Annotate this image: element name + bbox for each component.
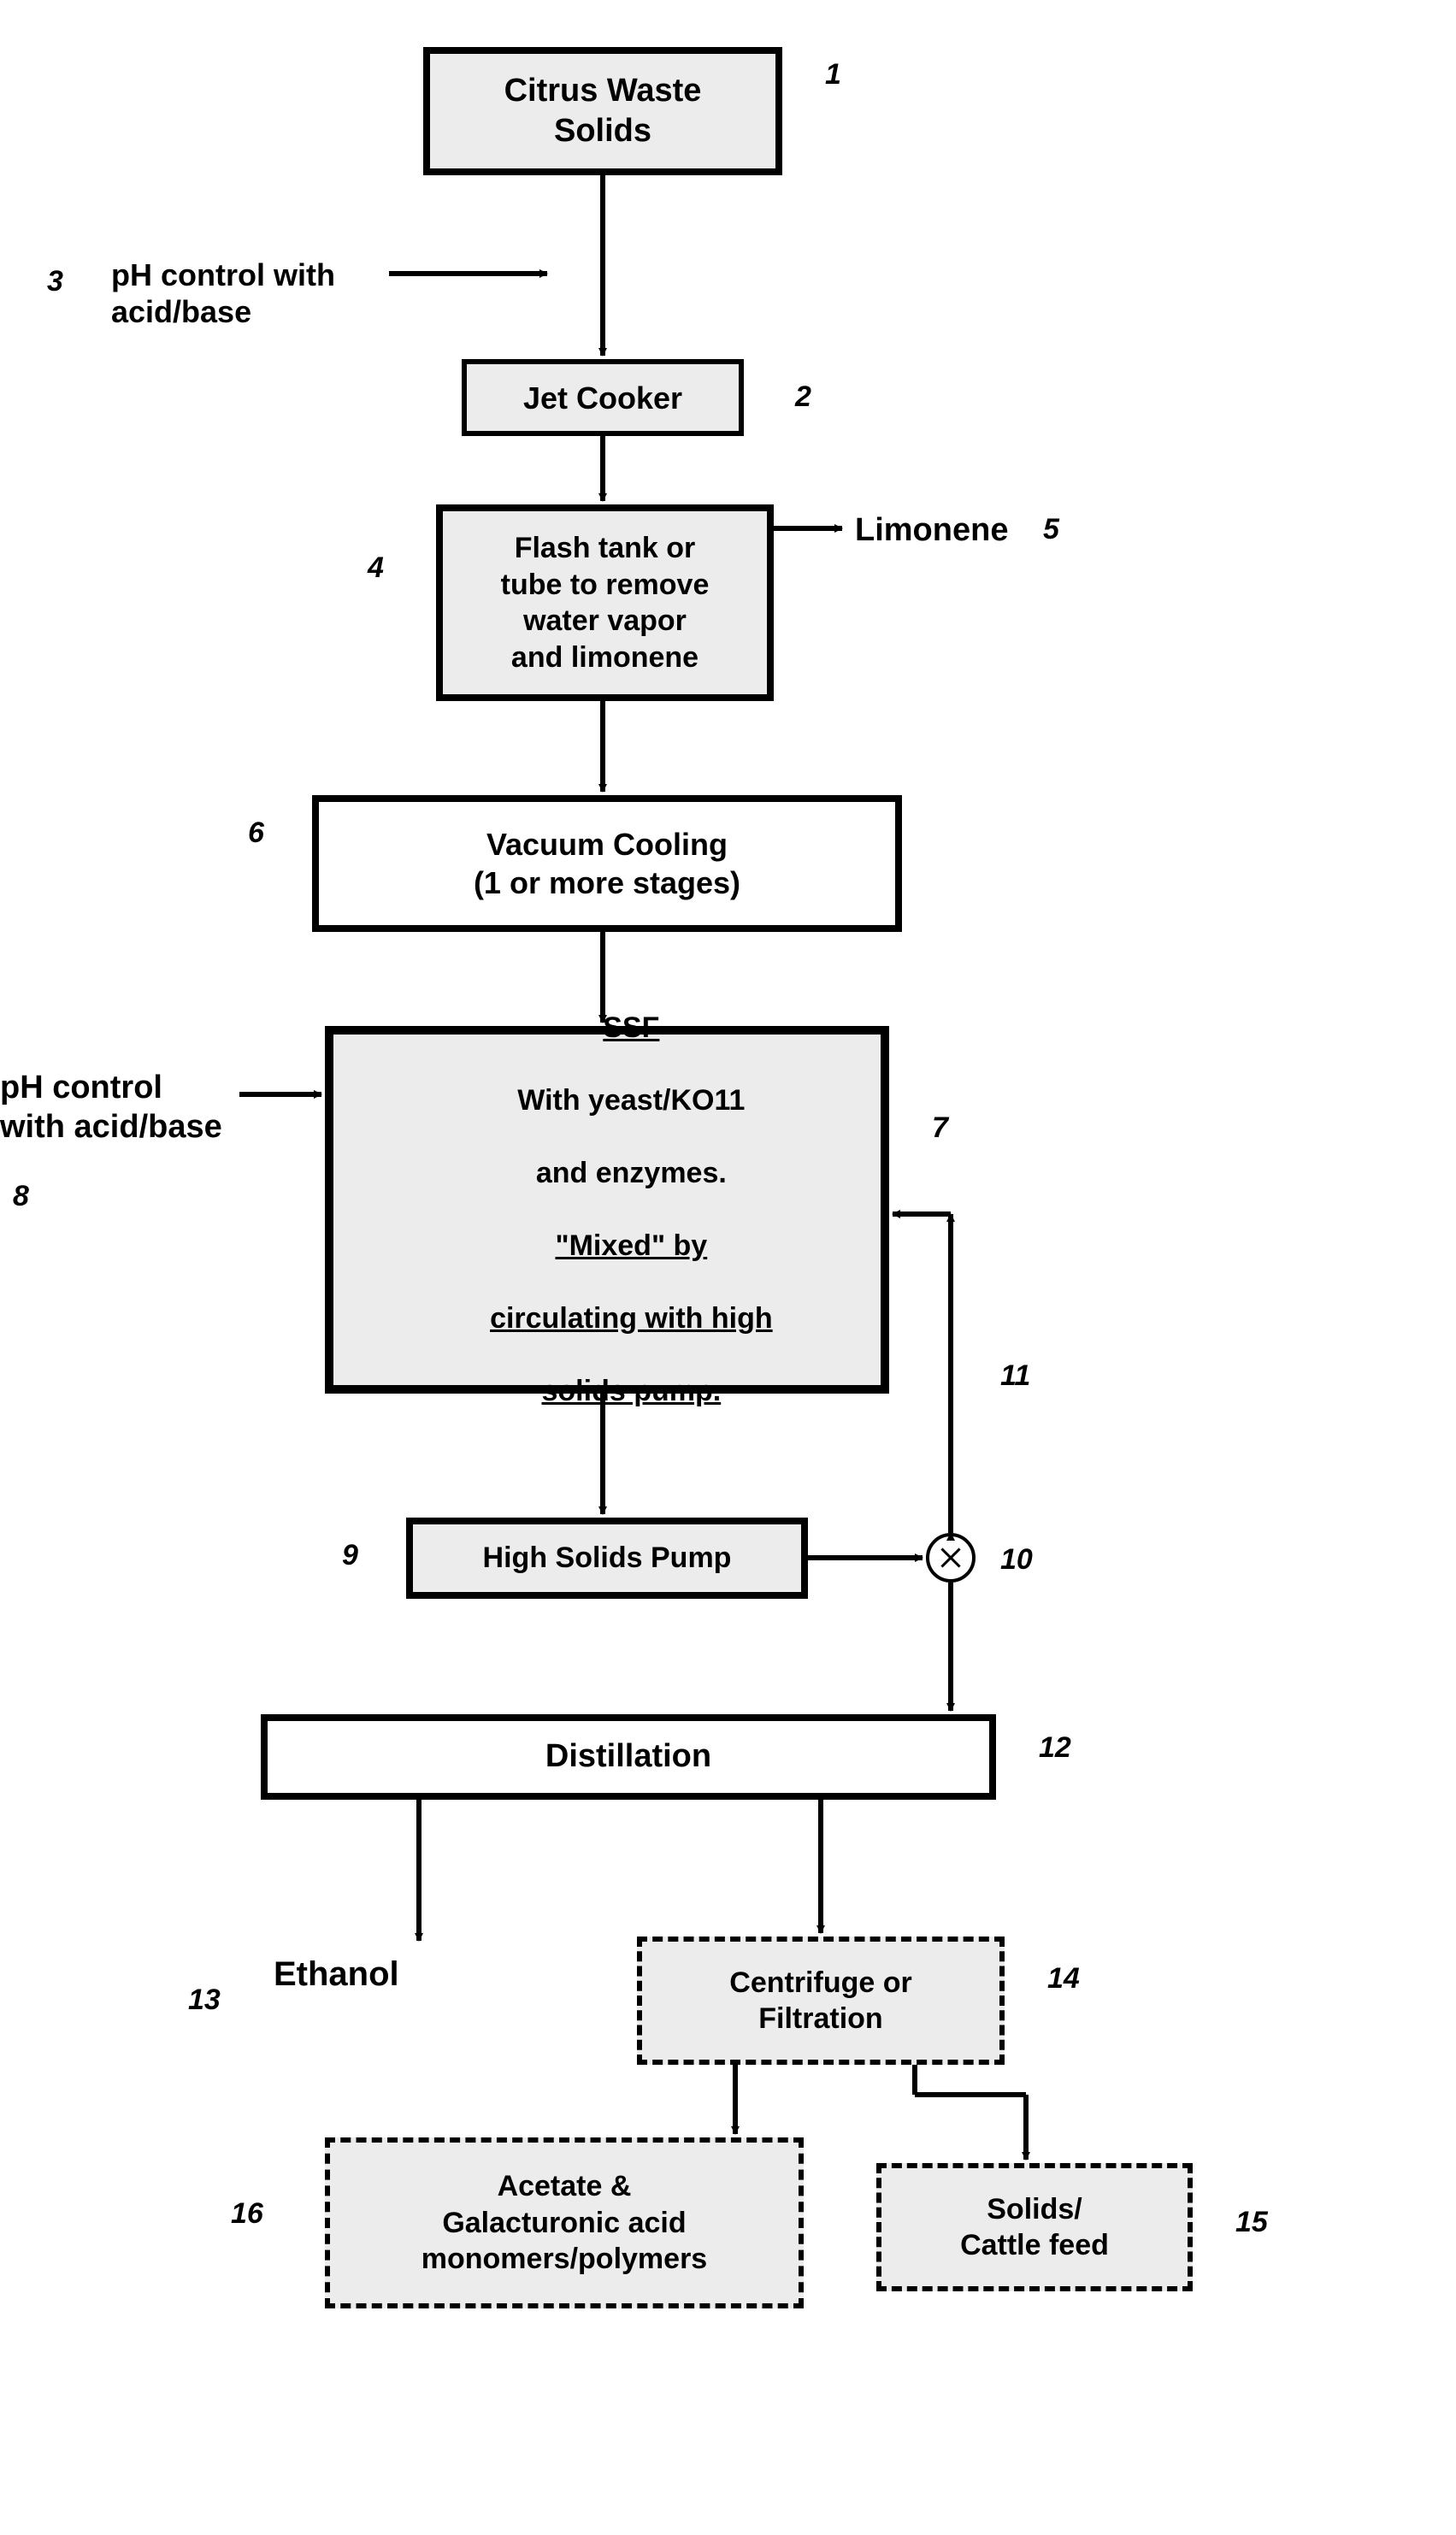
label-ph-control-1: pH control with acid/base xyxy=(111,256,335,330)
node-text: Jet Cooker xyxy=(523,379,682,417)
node-flash-tank: Flash tank or tube to remove water vapor… xyxy=(436,504,774,701)
node-vacuum-cooling: Vacuum Cooling (1 or more stages) xyxy=(312,795,902,932)
step-number-14: 14 xyxy=(1047,1962,1080,1996)
ssf-line: solids pump. xyxy=(542,1375,722,1407)
node-text: High Solids Pump xyxy=(483,1540,732,1577)
node-text: Centrifuge or Filtration xyxy=(729,1965,911,2037)
label-ethanol: Ethanol xyxy=(274,1954,399,1995)
step-number-7: 7 xyxy=(932,1111,948,1145)
step-number-4: 4 xyxy=(368,551,384,585)
node-high-solids-pump: High Solids Pump xyxy=(406,1518,808,1599)
node-text: Solids/ Cattle feed xyxy=(960,2191,1109,2264)
step-number-6: 6 xyxy=(248,817,264,850)
flowchart-canvas: Citrus Waste Solids Jet Cooker Flash tan… xyxy=(0,0,1456,2535)
node-text: Acetate & Galacturonic acid monomers/pol… xyxy=(421,2168,707,2278)
node-text: SSF With yeast/KO11 and enzymes. "Mixed"… xyxy=(441,974,772,1447)
node-citrus-waste: Citrus Waste Solids xyxy=(423,47,782,175)
step-number-8: 8 xyxy=(13,1180,29,1213)
step-number-5: 5 xyxy=(1043,513,1059,546)
node-text: Vacuum Cooling (1 or more stages) xyxy=(474,825,740,902)
step-number-10: 10 xyxy=(1000,1543,1033,1577)
node-centrifuge: Centrifuge or Filtration xyxy=(637,1937,1005,2065)
node-jet-cooker: Jet Cooker xyxy=(462,359,744,436)
step-number-2: 2 xyxy=(795,380,811,414)
ssf-line: "Mixed" by xyxy=(555,1229,707,1262)
node-ssf: SSF With yeast/KO11 and enzymes. "Mixed"… xyxy=(325,1026,889,1394)
node-text: Flash tank or tube to remove water vapor… xyxy=(501,530,710,675)
step-number-13: 13 xyxy=(188,1984,221,2017)
ssf-line: With yeast/KO11 xyxy=(517,1084,745,1117)
ssf-line: SSF xyxy=(603,1011,659,1044)
step-number-12: 12 xyxy=(1039,1731,1071,1765)
ssf-line: and enzymes. xyxy=(536,1157,727,1189)
node-text: Citrus Waste Solids xyxy=(504,71,702,152)
step-number-1: 1 xyxy=(825,58,841,91)
node-text: Distillation xyxy=(545,1736,711,1777)
step-number-11: 11 xyxy=(1000,1359,1030,1393)
junction-icon xyxy=(926,1533,976,1583)
ssf-line: circulating with high xyxy=(490,1302,773,1335)
node-distillation: Distillation xyxy=(261,1714,996,1800)
label-ph-control-2: pH control with acid/base xyxy=(0,1069,222,1147)
step-number-9: 9 xyxy=(342,1539,358,1572)
step-number-3: 3 xyxy=(47,265,63,298)
step-number-16: 16 xyxy=(231,2197,263,2231)
step-number-15: 15 xyxy=(1235,2206,1268,2239)
label-limonene: Limonene xyxy=(855,511,1008,551)
node-cattle-feed: Solids/ Cattle feed xyxy=(876,2163,1193,2291)
node-acetate: Acetate & Galacturonic acid monomers/pol… xyxy=(325,2137,804,2308)
